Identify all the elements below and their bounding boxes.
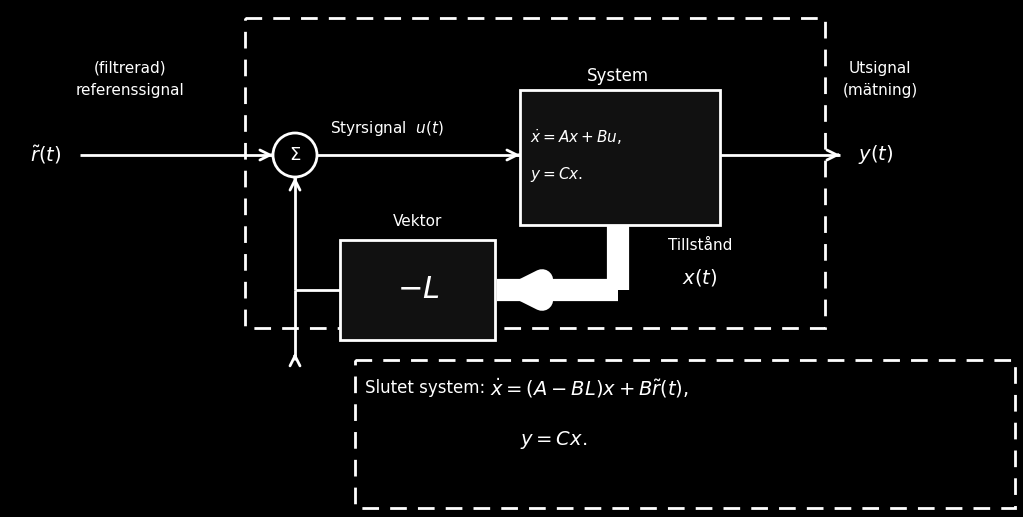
Text: $\Sigma$: $\Sigma$: [288, 146, 301, 164]
Text: $y= Cx.$: $y= Cx.$: [520, 429, 587, 451]
FancyBboxPatch shape: [520, 90, 720, 225]
Text: $y(t)$: $y(t)$: [858, 144, 893, 166]
Text: Styrsignal  $u(t)$: Styrsignal $u(t)$: [330, 118, 444, 138]
Text: $\tilde{r}(t)$: $\tilde{r}(t)$: [30, 144, 61, 166]
Text: $x(t)$: $x(t)$: [682, 267, 717, 288]
Text: Tillstånd: Tillstånd: [668, 237, 732, 252]
FancyBboxPatch shape: [340, 240, 495, 340]
Text: Vektor: Vektor: [393, 215, 443, 230]
Text: Utsignal: Utsignal: [849, 60, 911, 75]
Text: $y = Cx.$: $y = Cx.$: [530, 165, 583, 185]
Text: System: System: [587, 67, 649, 85]
Text: $-L$: $-L$: [397, 276, 439, 305]
Text: Slutet system:: Slutet system:: [365, 379, 485, 397]
Text: (mätning): (mätning): [842, 83, 918, 98]
Text: $\dot{x}= (A - BL)x + B\tilde{r}(t),$: $\dot{x}= (A - BL)x + B\tilde{r}(t),$: [490, 376, 688, 400]
Text: referenssignal: referenssignal: [76, 83, 184, 98]
Text: $\dot{x} = Ax + Bu,$: $\dot{x} = Ax + Bu,$: [530, 127, 622, 147]
Text: (filtrerad): (filtrerad): [94, 60, 167, 75]
